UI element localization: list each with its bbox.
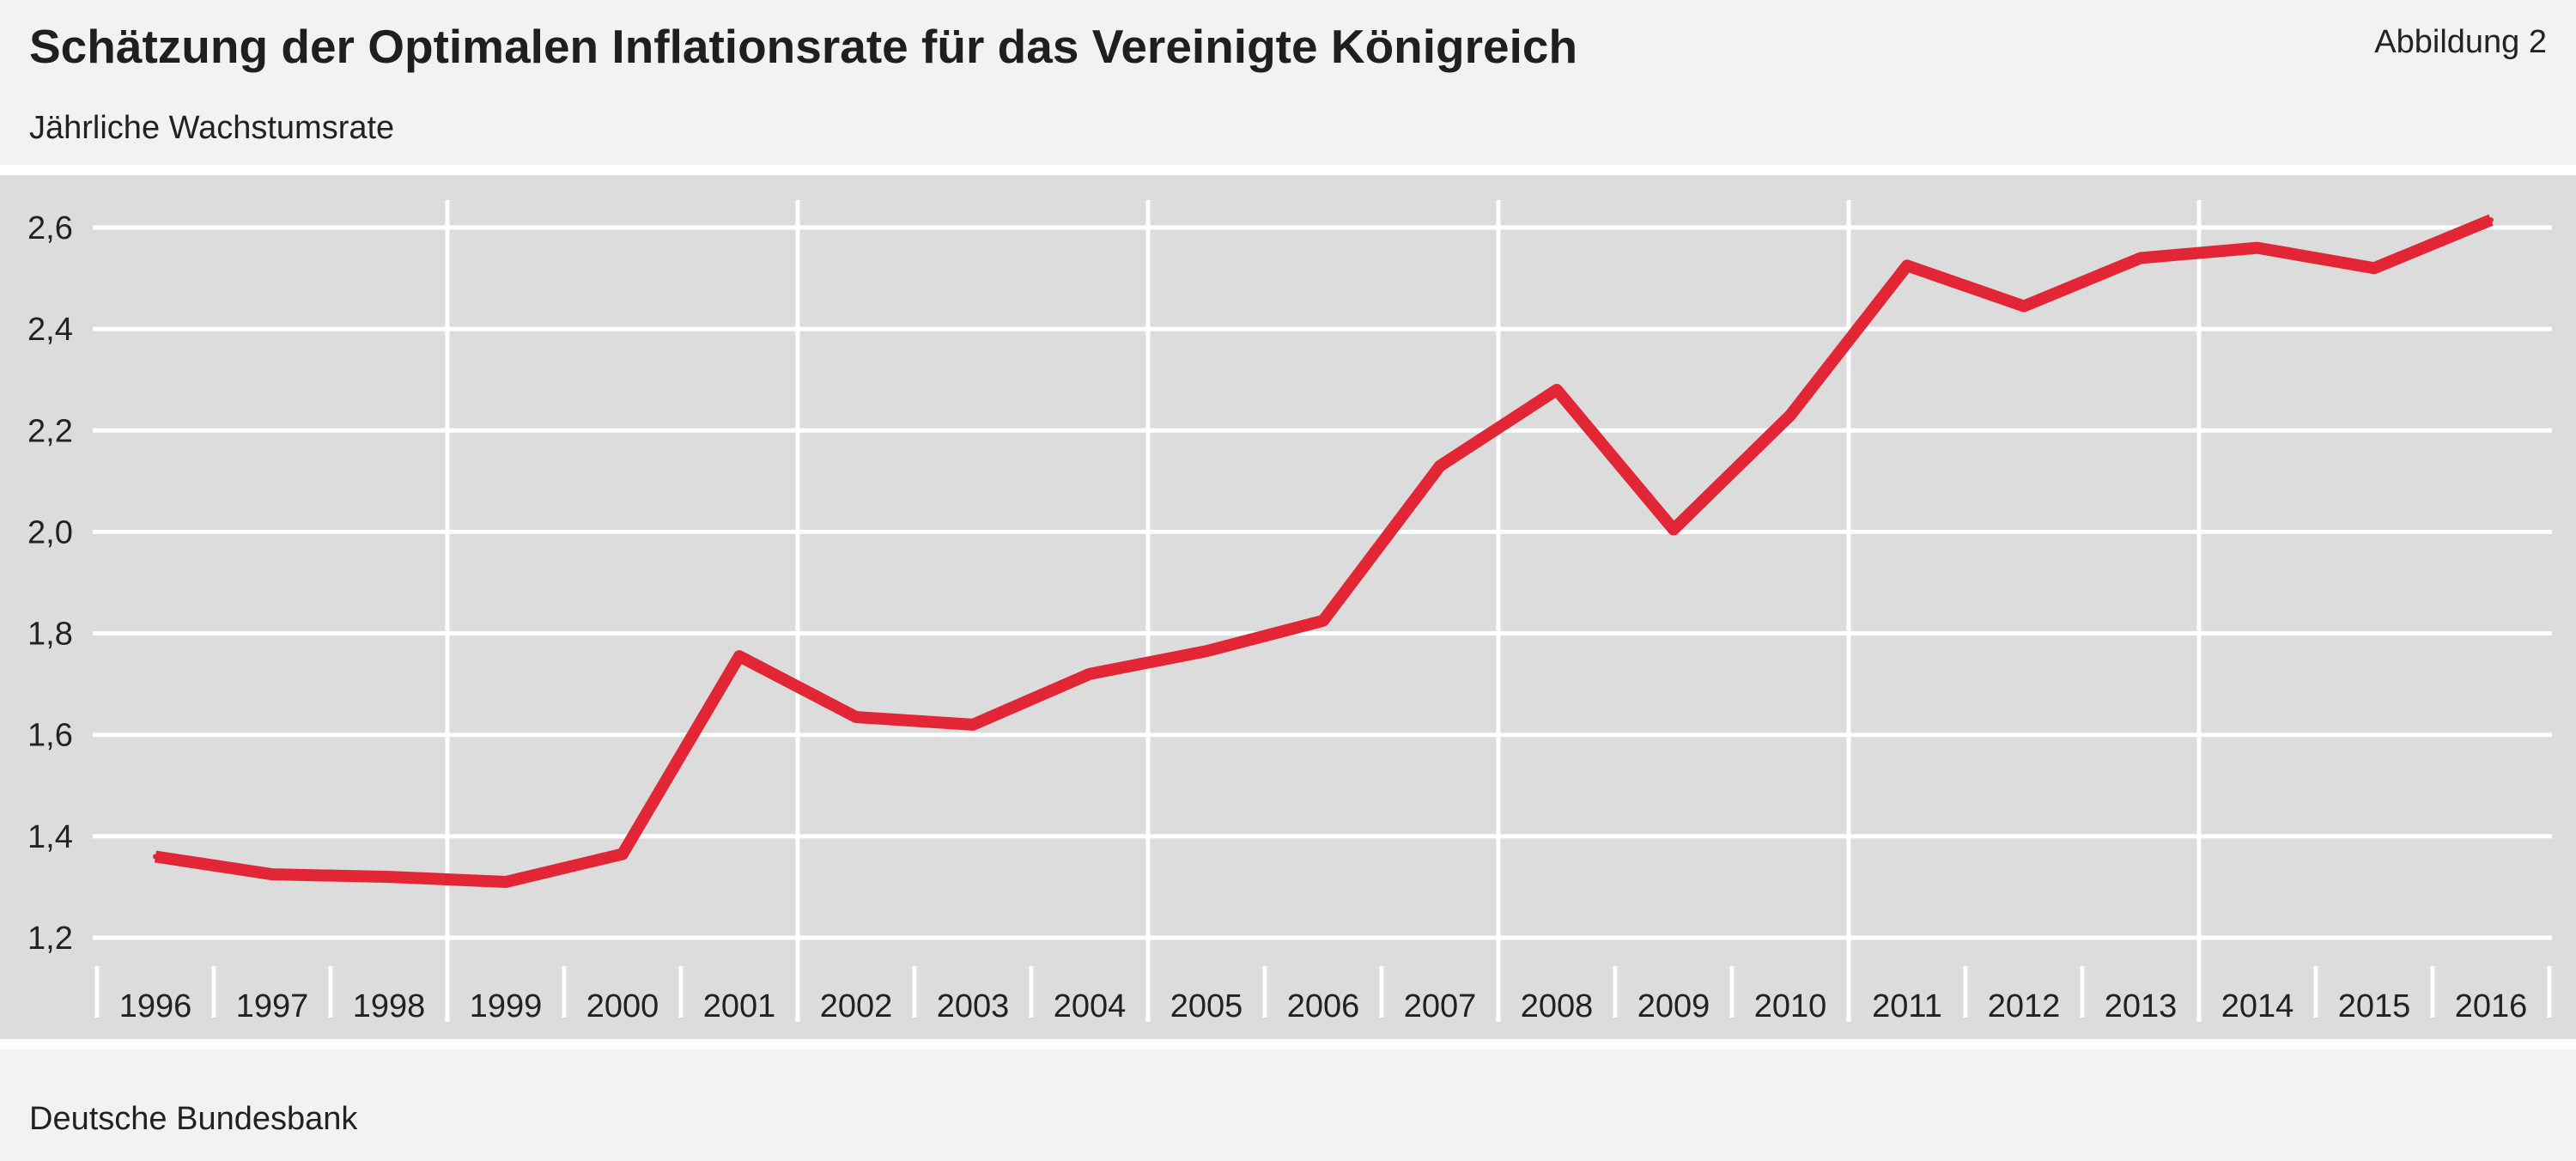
data-point	[1204, 648, 1209, 654]
data-point	[153, 854, 158, 860]
series-layer	[153, 214, 2494, 889]
data-point	[1437, 463, 1443, 469]
x-tick-label: 2014	[2221, 988, 2294, 1024]
data-point	[737, 653, 742, 660]
x-tick-label: 2002	[820, 988, 893, 1024]
y-tick-label: 1,2	[27, 921, 73, 957]
x-tick-label: 2010	[1754, 988, 1827, 1024]
data-point	[620, 851, 625, 857]
data-point	[386, 874, 392, 880]
data-point	[970, 721, 975, 727]
figure-label: Abbildung 2	[2374, 24, 2547, 60]
x-tick-label: 2013	[2105, 988, 2178, 1024]
grid	[93, 200, 2552, 1022]
chart-subtitle: Jährliche Wachstumsrate	[29, 110, 395, 146]
x-tick-label: 2008	[1521, 988, 1594, 1024]
y-axis-ticks: 1,2 1,4 1,6 1,8 2,0 2,2 2,4 2,6	[27, 210, 73, 957]
x-tick-label: 1999	[470, 988, 543, 1024]
data-point	[1321, 617, 1326, 623]
y-tick-label: 2,4	[27, 312, 73, 348]
x-tick-label: 2006	[1287, 988, 1360, 1024]
x-tick-label: 1998	[353, 988, 426, 1024]
x-tick-label: 2004	[1054, 988, 1127, 1024]
y-tick-label: 2,6	[27, 210, 73, 246]
chart-title: Schätzung der Optimalen Inflationsrate f…	[29, 20, 1578, 73]
data-point	[2372, 265, 2377, 271]
x-tick-label: 2003	[937, 988, 1010, 1024]
x-tick-label: 2005	[1170, 988, 1243, 1024]
data-point	[2255, 245, 2260, 251]
data-point	[2488, 217, 2494, 223]
y-tick-label: 1,8	[27, 617, 73, 653]
source-label: Deutsche Bundesbank	[29, 1101, 358, 1137]
x-tick-label: 2000	[586, 988, 659, 1024]
x-tick-label: 1996	[119, 988, 192, 1024]
y-tick-label: 1,6	[27, 718, 73, 754]
data-point	[1905, 263, 1910, 269]
x-tick-label: 1997	[236, 988, 309, 1024]
x-tick-label: 2009	[1637, 988, 1710, 1024]
x-tick-label: 2015	[2338, 988, 2411, 1024]
x-tick-label: 2011	[1872, 988, 1942, 1024]
x-tick-label: 2001	[703, 988, 776, 1024]
data-point	[1087, 671, 1092, 677]
data-point	[1788, 412, 1793, 418]
data-point	[1554, 387, 1559, 393]
top-separator	[0, 165, 2576, 175]
y-tick-label: 2,2	[27, 413, 73, 449]
x-tick-label: 2007	[1404, 988, 1477, 1024]
plot-area	[0, 175, 2576, 1039]
data-point	[854, 714, 859, 720]
data-point	[1671, 526, 1676, 532]
y-tick-label: 2,0	[27, 514, 73, 550]
x-axis-ticks: 1996 1997 1998 1999 2000 2001 2002 2003 2004 2005…	[119, 988, 2528, 1024]
bottom-separator	[0, 1039, 2576, 1049]
y-tick-label: 1,4	[27, 819, 73, 855]
x-tick-label: 2012	[1988, 988, 2061, 1024]
data-point	[503, 879, 508, 885]
data-point	[2021, 303, 2026, 309]
data-point	[270, 872, 275, 878]
x-tick-label: 2016	[2455, 988, 2528, 1024]
data-point	[2138, 255, 2143, 261]
